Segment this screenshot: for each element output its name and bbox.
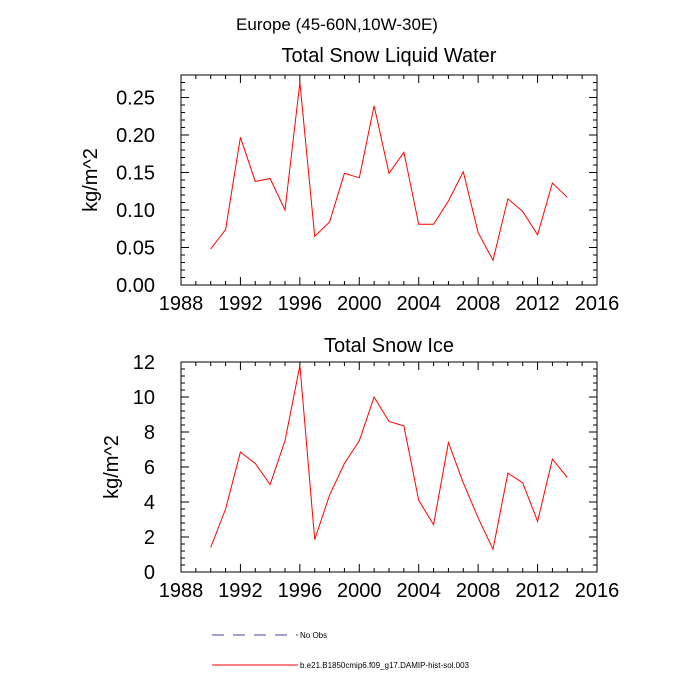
legend-label-model: b.e21.B1850cmip6.f09_g17.DAMIP-hist-sol.… — [300, 661, 470, 670]
ticks: 1988 1992 1996 2000 2004 2008 2012 2016 0 2 4 6 8 10 1… — [133, 352, 620, 602]
series-line — [210, 365, 568, 551]
y-tick-label: 4 — [144, 492, 155, 514]
y-tick-label: 8 — [144, 422, 155, 444]
x-tick-label: 2016 — [575, 293, 620, 315]
plot-frame — [180, 74, 598, 286]
x-tick-label: 1992 — [218, 293, 263, 315]
y-tick-label: 0.15 — [116, 163, 155, 185]
panel-snow-liquid-water: Total Snow Liquid Water kg/m^2 1988 1992 1… — [80, 45, 619, 315]
y-tick-label: 2 — [144, 527, 155, 549]
x-tick-label: 2000 — [337, 293, 382, 315]
x-tick-label: 2012 — [515, 580, 560, 602]
x-tick-label: 1996 — [278, 293, 323, 315]
y-tick-label: 12 — [133, 352, 155, 374]
y-axis-label: kg/m^2 — [80, 148, 102, 212]
y-tick-label: 0.05 — [116, 238, 155, 260]
x-tick-label: 2012 — [515, 293, 560, 315]
x-tick-label: 1996 — [278, 580, 323, 602]
x-tick-label: 1988 — [159, 293, 204, 315]
legend: No Obs b.e21.B1850cmip6.f09_g17.DAMIP-hi… — [212, 631, 470, 670]
y-tick-label: 0.20 — [116, 125, 155, 147]
y-tick-label: 10 — [133, 387, 155, 409]
y-tick-label: 0.00 — [116, 275, 155, 297]
x-tick-label: 1992 — [218, 580, 263, 602]
y-tick-label: 6 — [144, 457, 155, 479]
panel-snow-ice: Total Snow Ice kg/m^2 1988 1992 1996 2000 20… — [101, 335, 619, 602]
line-series — [210, 82, 568, 262]
y-tick-label: 0.10 — [116, 200, 155, 222]
x-tick-label: 1988 — [159, 580, 204, 602]
series-line — [210, 82, 568, 262]
y-axis-label: kg/m^2 — [101, 435, 123, 499]
line-series — [210, 365, 568, 551]
x-tick-label: 2008 — [456, 580, 501, 602]
x-tick-label: 2004 — [396, 580, 441, 602]
x-tick-label: 2016 — [575, 580, 620, 602]
x-tick-label: 2004 — [396, 293, 441, 315]
y-tick-label: 0 — [144, 562, 155, 584]
panel-title: Total Snow Ice — [324, 335, 454, 357]
y-tick-label: 0.25 — [116, 88, 155, 110]
ticks: 1988 1992 1996 2000 2004 2008 2012 2016 0.00 0.05… — [116, 74, 620, 315]
panel-title: Total Snow Liquid Water — [282, 45, 497, 67]
plot-frame — [180, 361, 598, 573]
x-tick-label: 2000 — [337, 580, 382, 602]
figure-suptitle: Europe (45-60N,10W-30E) — [236, 15, 438, 34]
x-tick-label: 2008 — [456, 293, 501, 315]
legend-label-no-obs: No Obs — [300, 631, 327, 640]
